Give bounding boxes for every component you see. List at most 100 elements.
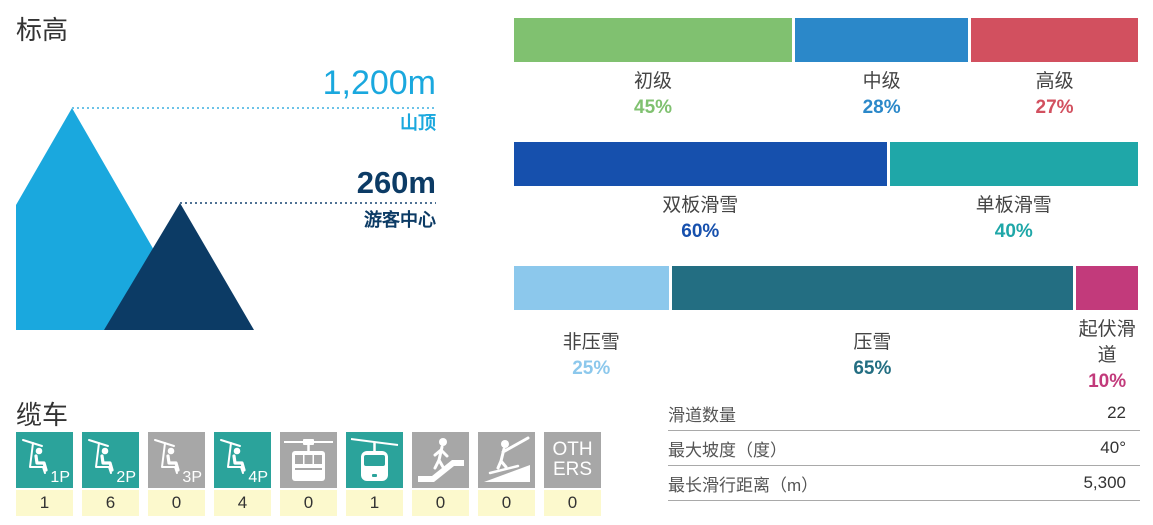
segment: 中级 28% xyxy=(795,18,969,121)
difficulty-breakdown: 初级 45% 中级 28% 高级 27% xyxy=(514,18,1138,121)
summit-label: 山顶 xyxy=(400,113,436,133)
lift-item: 1P 1 xyxy=(16,432,73,516)
lift-item: 2P 6 xyxy=(82,432,139,516)
segment: 高级 27% xyxy=(971,18,1138,121)
lift-count: 1 xyxy=(16,490,73,516)
segment-label: 起伏滑道 xyxy=(1078,319,1136,366)
lift-tile xyxy=(346,432,403,488)
lift-tile xyxy=(280,432,337,488)
segment-bar xyxy=(514,266,669,310)
lift-count: 0 xyxy=(280,490,337,516)
lift-count: 4 xyxy=(214,490,271,516)
lift-count: 6 xyxy=(82,490,139,516)
segment-label: 中级 xyxy=(862,71,901,92)
stats-table: 滑道数量 22 最大坡度（度） 40° 最长滑行距离（m） 5,300 xyxy=(668,396,1140,501)
segment-caption: 初级 45% xyxy=(514,62,792,121)
stat-row: 最长滑行距离（m） 5,300 xyxy=(668,466,1140,501)
segment-caption: 压雪 65% xyxy=(672,310,1074,395)
lift-type-label: 2P xyxy=(116,469,136,486)
lift-tile: 4P xyxy=(214,432,271,488)
stat-label: 最长滑行距离（m） xyxy=(668,475,819,495)
stat-value: 40° xyxy=(1100,438,1126,457)
slope-breakdown-panel: 初级 45% 中级 28% 高级 27% 双板滑雪 60% 单板滑雪 40% 非压雪 25% 压雪 65%… xyxy=(514,18,1138,395)
elevation-title: 标高 xyxy=(16,15,69,45)
lift-item: 0 xyxy=(478,432,535,516)
ski-type-breakdown: 双板滑雪 60% 单板滑雪 40% xyxy=(514,142,1138,245)
cable-car-icon xyxy=(284,439,333,481)
lift-count: 0 xyxy=(148,490,205,516)
segment-bar xyxy=(889,142,1138,186)
lift-tile xyxy=(412,432,469,488)
segment-label: 压雪 xyxy=(853,332,892,353)
lift-type-label: 1P xyxy=(50,469,70,486)
gondola-icon xyxy=(350,438,399,481)
base-elevation: 260m xyxy=(356,165,436,200)
segment-caption: 非压雪 25% xyxy=(514,310,669,395)
summit-elevation: 1,200m xyxy=(322,64,436,102)
lift-tile: 2P xyxy=(82,432,139,488)
segment-label: 初级 xyxy=(634,71,673,92)
segment-percent: 10% xyxy=(1088,371,1127,392)
lifts-title: 缆车 xyxy=(16,400,69,430)
magic-carpet-icon xyxy=(418,438,464,482)
segment: 压雪 65% xyxy=(671,266,1074,395)
stat-value: 22 xyxy=(1107,403,1126,422)
lift-tile: 1P xyxy=(16,432,73,488)
segment-caption: 双板滑雪 60% xyxy=(514,186,887,245)
chairlift-2p-icon xyxy=(88,439,114,474)
segment-percent: 40% xyxy=(994,221,1033,242)
lift-type-label: 3P xyxy=(182,469,202,486)
segment-caption: 起伏滑道 10% xyxy=(1076,310,1138,395)
segment-percent: 45% xyxy=(634,97,673,118)
segment-label: 高级 xyxy=(1035,71,1074,92)
lift-item: 1 xyxy=(346,432,403,516)
stat-label: 滑道数量 xyxy=(668,405,736,425)
chairlift-4p-icon xyxy=(220,439,246,474)
stat-row: 最大坡度（度） 40° xyxy=(668,431,1140,466)
segment-bar xyxy=(795,18,969,62)
lift-type-label: 4P xyxy=(248,469,268,486)
segment-percent: 65% xyxy=(853,358,892,379)
segment-bar xyxy=(1076,266,1138,310)
lift-item: OTHERS 0 xyxy=(544,432,601,516)
others-icon: OTHERS xyxy=(552,439,593,480)
segment-label: 双板滑雪 xyxy=(662,195,739,216)
segment: 单板滑雪 40% xyxy=(889,142,1138,245)
lift-item: 0 xyxy=(280,432,337,516)
grooming-breakdown: 非压雪 25% 压雪 65% 起伏滑道 10% xyxy=(514,266,1138,395)
lift-tile xyxy=(478,432,535,488)
lift-count: 1 xyxy=(346,490,403,516)
chairlift-3p-icon xyxy=(154,439,180,474)
segment-bar xyxy=(514,142,887,186)
lift-count: 0 xyxy=(544,490,601,516)
segment: 双板滑雪 60% xyxy=(514,142,887,245)
segment-percent: 28% xyxy=(862,97,901,118)
segment-caption: 高级 27% xyxy=(971,62,1138,121)
segment-caption: 单板滑雪 40% xyxy=(890,186,1138,245)
stat-row: 滑道数量 22 xyxy=(668,396,1140,431)
base-mountain xyxy=(104,203,254,330)
mountain-illustration xyxy=(16,107,436,330)
segment-label: 非压雪 xyxy=(562,332,620,353)
surface-lift-icon xyxy=(484,436,530,482)
lift-list: 1P 1 2P 6 3P 0 4P 4 0 1 0 0 OTHERS 0 xyxy=(16,432,601,516)
segment-caption: 中级 28% xyxy=(795,62,968,121)
segment-label: 单板滑雪 xyxy=(975,195,1052,216)
base-label: 游客中心 xyxy=(364,210,436,230)
segment-bar xyxy=(671,266,1074,310)
lift-item: 3P 0 xyxy=(148,432,205,516)
lift-tile: 3P xyxy=(148,432,205,488)
segment-percent: 27% xyxy=(1035,97,1074,118)
segment-bar xyxy=(514,18,793,62)
segment: 非压雪 25% xyxy=(514,266,669,395)
chairlift-1p-icon xyxy=(22,439,48,474)
lift-tile: OTHERS xyxy=(544,432,601,488)
lift-item: 0 xyxy=(412,432,469,516)
segment: 起伏滑道 10% xyxy=(1076,266,1138,395)
segment-percent: 60% xyxy=(681,221,720,242)
stat-value: 5,300 xyxy=(1083,473,1126,492)
lift-item: 4P 4 xyxy=(214,432,271,516)
segment: 初级 45% xyxy=(514,18,793,121)
lift-count: 0 xyxy=(478,490,535,516)
lift-count: 0 xyxy=(412,490,469,516)
